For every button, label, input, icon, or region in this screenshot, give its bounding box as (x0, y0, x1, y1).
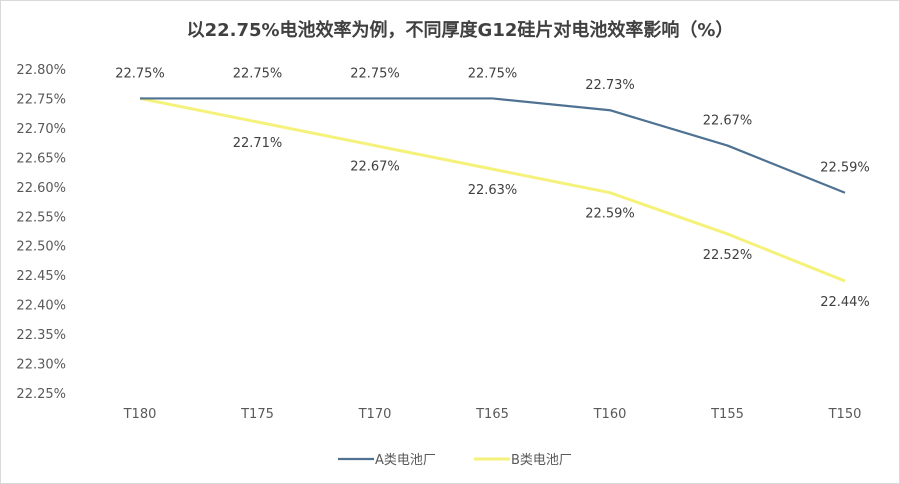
legend-label: B类电池厂 (511, 453, 572, 468)
data-label: 22.59% (820, 161, 870, 176)
series-line-b (139, 96, 846, 283)
data-label: 22.75% (233, 66, 283, 81)
x-tick-label: T150 (828, 407, 862, 422)
y-tick-label: 22.55% (16, 210, 66, 225)
y-tick-label: 22.30% (16, 358, 66, 373)
y-tick-label: 22.75% (16, 92, 66, 107)
data-label: 22.75% (350, 66, 400, 81)
y-tick-label: 22.25% (16, 387, 66, 402)
y-tick-label: 22.40% (16, 299, 66, 314)
x-tick-label: T170 (358, 407, 392, 422)
x-tick-label: T160 (593, 407, 627, 422)
y-tick-label: 22.65% (16, 151, 66, 166)
data-label: 22.63% (468, 183, 518, 198)
y-tick-label: 22.60% (16, 181, 66, 196)
data-label: 22.75% (115, 66, 165, 81)
data-label: 22.44% (820, 295, 870, 310)
data-label: 22.59% (585, 207, 635, 222)
data-label: 22.67% (350, 160, 400, 175)
data-label: 22.67% (703, 114, 753, 129)
legend-label: A类电池厂 (375, 453, 436, 468)
data-label: 22.73% (585, 78, 635, 93)
y-tick-label: 22.35% (16, 328, 66, 343)
x-tick-label: T155 (710, 407, 744, 422)
x-tick-label: T165 (475, 407, 509, 422)
y-tick-label: 22.70% (16, 122, 66, 137)
x-tick-label: T175 (240, 407, 274, 422)
chart-title: 以22.75%电池效率为例，不同厚度G12硅片对电池效率影响（%） (187, 19, 734, 41)
data-label: 22.75% (468, 66, 518, 81)
y-tick-label: 22.50% (16, 240, 66, 255)
data-label: 22.52% (703, 248, 753, 263)
data-label: 22.71% (233, 136, 283, 151)
y-tick-label: 22.45% (16, 269, 66, 284)
x-tick-label: T180 (123, 407, 157, 422)
y-tick-label: 22.80% (16, 63, 66, 78)
series-line-a (140, 97, 846, 194)
